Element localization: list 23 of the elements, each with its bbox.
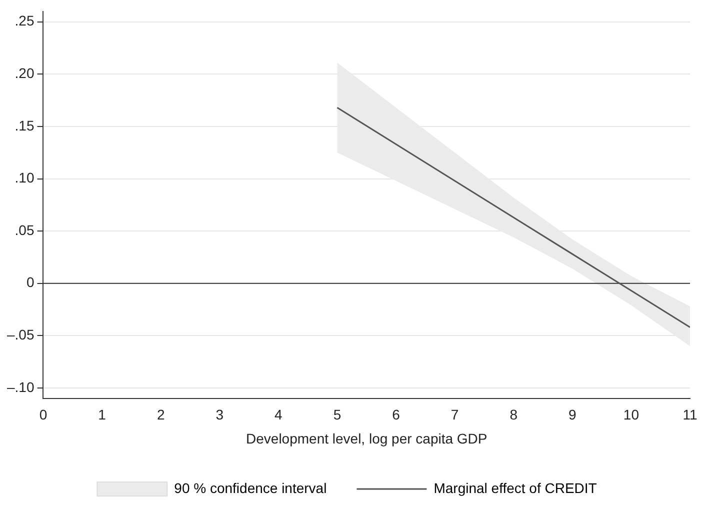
x-tick-label: 3 — [216, 406, 224, 423]
x-tick-label: 9 — [568, 406, 577, 423]
y-tick-label: 0 — [26, 274, 34, 290]
y-tick-label: .05 — [14, 222, 34, 238]
x-tick-label: 4 — [274, 406, 283, 423]
x-tick-label: 8 — [510, 406, 518, 423]
x-tick-label: 2 — [156, 406, 165, 423]
x-tick-label: 5 — [333, 406, 342, 423]
y-tick-label: .15 — [14, 117, 34, 134]
y-tick-label: –.05 — [7, 326, 34, 343]
y-tick-label: .10 — [14, 170, 34, 186]
x-axis-title: Development level, log per capita GDP — [246, 430, 488, 446]
x-tick-label: 1 — [98, 406, 106, 423]
x-tick-label: 10 — [623, 406, 640, 423]
x-tick-label: 11 — [682, 406, 698, 423]
y-tick-label: .20 — [14, 65, 34, 82]
x-tick-label: 6 — [392, 406, 400, 423]
legend-label: 90 % confidence interval — [174, 480, 327, 496]
legend-label: Marginal effect of CREDIT — [434, 480, 598, 496]
x-tick-label: 7 — [450, 406, 459, 423]
y-tick-label: .25 — [14, 12, 34, 29]
y-tick-label: –.10 — [7, 378, 34, 395]
x-tick-label: 0 — [39, 406, 48, 423]
